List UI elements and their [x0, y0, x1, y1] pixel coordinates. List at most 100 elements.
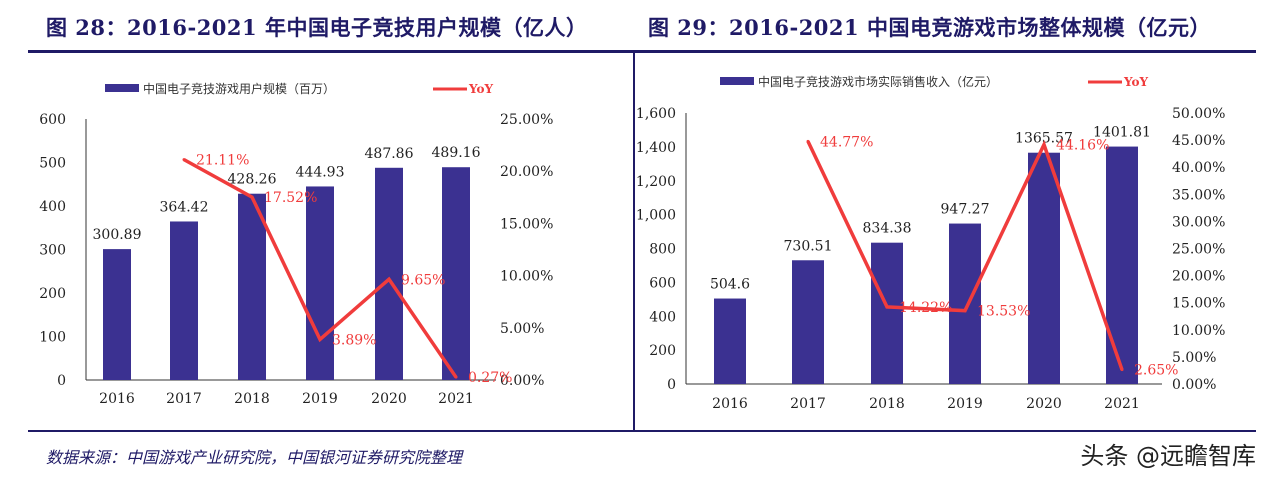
source-note: 数据来源：中国游戏产业研究院，中国银河证券研究院整理 [46, 448, 463, 467]
legend-bar-label: 中国电子竞技游戏市场实际销售收入（亿元） [758, 74, 998, 89]
y-tick-label: 400 [39, 199, 66, 215]
watermark: 头条 @远瞻智库 [1080, 442, 1256, 470]
y-tick-label: 300 [39, 243, 66, 259]
bar [442, 167, 470, 380]
bar-data-label: 364.42 [160, 199, 209, 215]
legend-line-label: YoY [1123, 75, 1149, 89]
y-tick-label: 500 [39, 156, 66, 172]
legend-bar-label: 中国电子竞技游戏用户规模（百万） [143, 81, 335, 96]
yoy-point [1042, 143, 1046, 147]
y-tick-label: 600 [649, 275, 676, 291]
x-tick-label: 2017 [166, 391, 202, 407]
bar [238, 193, 266, 380]
y2-tick-label: 5.00% [1172, 350, 1216, 366]
x-tick-label: 2018 [234, 391, 270, 407]
bar-data-label: 947.27 [941, 202, 990, 218]
yoy-point [963, 309, 967, 313]
x-tick-label: 2016 [712, 396, 748, 412]
bar-data-label: 487.86 [365, 146, 414, 162]
y2-tick-label: 50.00% [1172, 106, 1225, 122]
y-tick-label: 200 [39, 286, 66, 302]
legend-bar-swatch [105, 84, 139, 92]
bar [306, 186, 334, 380]
bar-data-label: 834.38 [863, 221, 912, 237]
yoy-data-label: 13.53% [977, 304, 1030, 320]
yoy-point [318, 337, 322, 341]
y2-tick-label: 5.00% [500, 321, 544, 337]
yoy-point [454, 375, 458, 379]
divider [633, 53, 635, 431]
yoy-data-label: 17.52% [264, 190, 317, 206]
y2-tick-label: 25.00% [500, 112, 553, 128]
yoy-point [250, 195, 254, 199]
yoy-data-label: 21.11% [196, 153, 249, 169]
y-tick-label: 800 [649, 242, 676, 258]
bar-data-label: 489.16 [432, 145, 481, 161]
yoy-point [885, 305, 889, 309]
bottom-rule [28, 430, 1256, 432]
y2-tick-label: 45.00% [1172, 133, 1225, 149]
bar [170, 221, 198, 380]
y-tick-label: 400 [649, 309, 676, 325]
y-tick-label: 1,400 [636, 140, 676, 156]
bar [375, 167, 403, 380]
x-tick-label: 2018 [869, 396, 905, 412]
y2-tick-label: 35.00% [1172, 187, 1225, 203]
y-tick-label: 0 [57, 373, 66, 389]
x-tick-label: 2021 [1104, 396, 1140, 412]
legend-bar-swatch [720, 77, 754, 85]
y-tick-label: 100 [39, 330, 66, 346]
y-tick-label: 600 [39, 112, 66, 128]
yoy-data-label: 0.27% [468, 370, 512, 386]
y-tick-label: 1,600 [636, 106, 676, 122]
chart-title-right: 图 29：2016-2021 中国电竞游戏市场整体规模（亿元） [648, 15, 1211, 40]
bar-data-label: 730.51 [784, 238, 833, 254]
y2-tick-label: 15.00% [1172, 296, 1225, 312]
y2-tick-label: 0.00% [1172, 377, 1216, 393]
y2-tick-label: 0.00% [500, 373, 544, 389]
x-tick-label: 2020 [1026, 396, 1062, 412]
yoy-point [1120, 368, 1124, 372]
bar [1106, 146, 1138, 384]
legend-line-label: YoY [468, 82, 494, 96]
y2-tick-label: 10.00% [500, 269, 553, 285]
y2-tick-label: 10.00% [1172, 323, 1225, 339]
bar-data-label: 1365.57 [1015, 131, 1073, 147]
bar [949, 223, 981, 384]
x-tick-label: 2016 [99, 391, 135, 407]
x-tick-label: 2021 [438, 391, 474, 407]
y-tick-label: 1,000 [636, 208, 676, 224]
y2-tick-label: 15.00% [500, 216, 553, 232]
bar [792, 260, 824, 384]
y2-tick-label: 20.00% [500, 164, 553, 180]
yoy-data-label: 44.16% [1056, 138, 1109, 154]
yoy-data-label: 2.65% [1134, 363, 1178, 379]
yoy-point [806, 139, 810, 143]
y2-tick-label: 25.00% [1172, 242, 1225, 258]
yoy-data-label: 14.22% [899, 300, 952, 316]
chart-title-left: 图 28：2016-2021 年中国电子竞技用户规模（亿人） [46, 15, 588, 40]
yoy-data-label: 44.77% [820, 134, 873, 150]
x-tick-label: 2020 [371, 391, 407, 407]
x-tick-label: 2019 [302, 391, 338, 407]
bar-data-label: 1401.81 [1093, 125, 1151, 141]
title-rule-right [636, 50, 1256, 53]
bar [1028, 152, 1060, 384]
y-tick-label: 200 [649, 343, 676, 359]
bar [103, 249, 131, 380]
bar-data-label: 300.89 [93, 227, 142, 243]
x-tick-label: 2019 [947, 396, 983, 412]
y-tick-label: 0 [667, 377, 676, 393]
yoy-data-label: 9.65% [401, 272, 445, 288]
y2-tick-label: 30.00% [1172, 214, 1225, 230]
bar [714, 298, 746, 384]
bar-data-label: 444.93 [296, 164, 345, 180]
y2-tick-label: 20.00% [1172, 269, 1225, 285]
yoy-data-label: 3.89% [332, 332, 376, 348]
y-tick-label: 1,200 [636, 174, 676, 190]
title-rule-left [28, 50, 640, 53]
yoy-point [182, 158, 186, 162]
x-tick-label: 2017 [790, 396, 826, 412]
bar-data-label: 428.26 [228, 172, 277, 188]
